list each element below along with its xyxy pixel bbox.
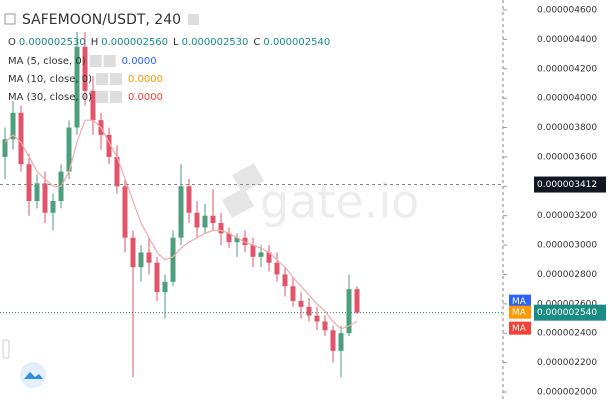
watermark: gate.io [260, 175, 419, 229]
last-price-box [534, 304, 606, 321]
candle-body [170, 237, 176, 282]
ma-badge: MA [512, 324, 527, 334]
candle-body [114, 156, 120, 187]
ohlc-value: 0.000002530 [19, 37, 86, 48]
indicator-legend: MA (5, close, 0) 0.0000 MA (10, close, 0) 0… [8, 55, 163, 103]
candle-body [26, 164, 32, 201]
ohlc-key: H [91, 37, 99, 48]
collapse-icon[interactable] [4, 13, 16, 25]
moving-average-line [4, 119, 358, 330]
indicator-remove[interactable] [103, 55, 116, 67]
y-tick-label: 0.000004400 [537, 35, 597, 45]
candle-body [194, 212, 200, 228]
ohlc-value: 0.000002560 [101, 37, 168, 48]
candle-body [74, 46, 80, 128]
candle-body [138, 252, 144, 268]
chart-title: SAFEMOON/USDT, 240 [22, 12, 181, 28]
candle-body [330, 330, 336, 351]
ohlc-value: 0.000002530 [182, 37, 249, 48]
side-handle[interactable] [2, 339, 10, 359]
candle-body [202, 215, 208, 228]
candle-body [338, 333, 344, 351]
candle-body [322, 321, 328, 331]
settings-icon[interactable] [188, 14, 199, 25]
indicator-settings[interactable] [89, 55, 102, 67]
candle-body [130, 237, 136, 268]
indicator-name: MA (5, close, 0) [8, 56, 86, 67]
y-tick-label: 0.000003800 [537, 123, 597, 133]
candle-body [146, 252, 152, 263]
indicator-value: 0.0000 [128, 92, 163, 103]
y-tick-label: 0.000004000 [537, 94, 597, 104]
candle-body [234, 237, 240, 243]
ohlc-header: O 0.000002530 H 0.000002560 L 0.000002530 C 0.0… [8, 37, 330, 48]
indicator-name: MA (30, close, 0) [8, 92, 92, 103]
ma-badge-box [509, 305, 531, 319]
candle-body [106, 134, 112, 157]
ma-badge: MA [512, 297, 527, 307]
watermark-logo [222, 163, 264, 218]
crosshair-label: 0.000003412 [537, 180, 597, 190]
candle-body [186, 186, 192, 213]
y-tick-label: 0.000002800 [537, 270, 597, 280]
ohlc-key: C [253, 37, 260, 48]
candle-body [218, 223, 224, 234]
y-tick-label: 0.000002200 [537, 358, 597, 368]
indicator-name: MA (10, close, 0) [8, 74, 92, 85]
candle-body [266, 252, 272, 263]
candle-body [2, 139, 8, 157]
indicator-settings[interactable] [96, 91, 109, 103]
candle-body [90, 90, 96, 121]
candle-body [226, 233, 232, 243]
candle-body [242, 237, 248, 246]
ma-badge: MA [512, 308, 527, 318]
candle-body [250, 245, 256, 257]
indicator-remove[interactable] [110, 91, 123, 103]
candle-body [34, 183, 40, 201]
indicator-value: 0.0000 [128, 74, 163, 85]
indicator-remove[interactable] [110, 73, 123, 85]
candle-body [282, 274, 288, 287]
candle-body [154, 262, 160, 293]
candle-body [18, 112, 24, 165]
y-tick-label: 0.000002000 [537, 388, 597, 398]
plot-area [2, 32, 360, 378]
candle-body [306, 306, 312, 316]
candle-body [50, 201, 56, 213]
candle-body [66, 127, 72, 172]
crosshair-label-box [534, 176, 606, 193]
candle-body [354, 289, 360, 313]
candle-body [82, 46, 88, 91]
y-tick-label: 0.000002400 [537, 329, 597, 339]
y-tick-label: 0.000003000 [537, 241, 597, 251]
candle-body [42, 183, 48, 213]
indicator-settings[interactable] [96, 73, 109, 85]
logo [20, 362, 46, 388]
candle-body [314, 315, 320, 322]
candle-body [122, 186, 128, 238]
candle-body [290, 286, 296, 301]
y-tick-label: 0.000004600 [537, 6, 597, 16]
candle-body [298, 300, 304, 307]
candle-body [210, 215, 216, 224]
candle-body [178, 186, 184, 238]
ohlc-key: L [173, 37, 179, 48]
y-tick-label: 0.000004200 [537, 64, 597, 74]
candle-body [258, 252, 264, 257]
ma-badge-box [509, 321, 531, 335]
ohlc-value: 0.000002540 [263, 37, 330, 48]
candle-body [10, 112, 16, 140]
indicator-value: 0.0000 [122, 56, 157, 67]
y-tick-label: 0.000002600 [537, 299, 597, 309]
candle-body [274, 262, 280, 275]
candle-body [346, 289, 352, 334]
last-price-label: 0.000002540 [537, 308, 597, 318]
ohlc-key: O [8, 37, 16, 48]
y-tick-label: 0.000003200 [537, 211, 597, 221]
y-tick-label: 0.000003600 [537, 152, 597, 162]
candle-body [162, 281, 168, 293]
ma-badge-box [509, 294, 531, 308]
